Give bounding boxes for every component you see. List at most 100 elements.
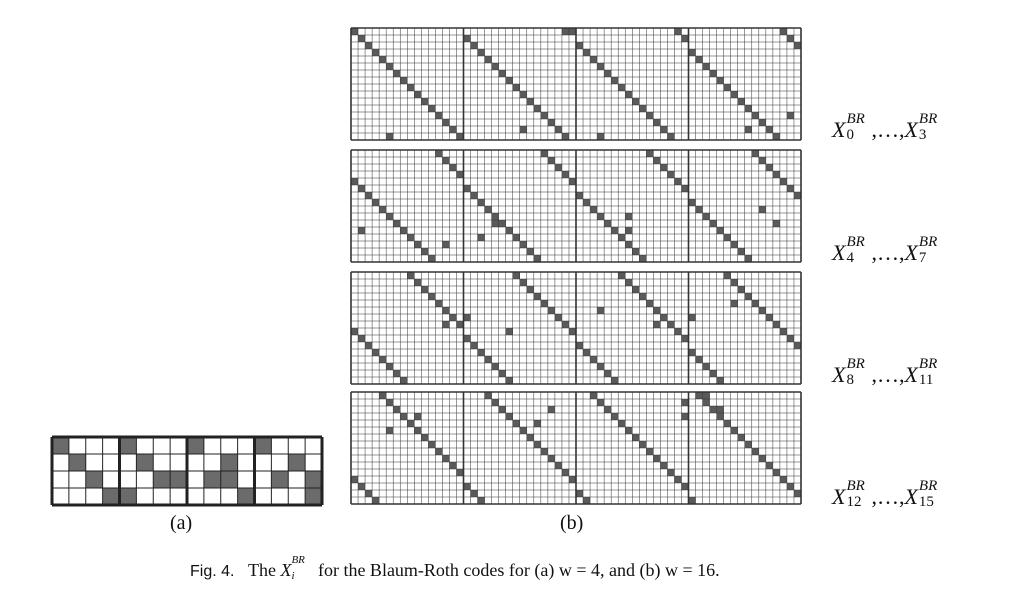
panel-b-filled-cell [779, 328, 787, 335]
panel-b-filled-cell [681, 413, 689, 420]
panel-b-filled-cell [758, 307, 766, 314]
panel-b-filled-cell [779, 178, 787, 185]
panel-b-filled-cell [667, 469, 675, 476]
panel-b-filled-cell [716, 77, 724, 84]
panel-b-filled-cell [751, 448, 759, 455]
panel-b-filled-cell [540, 448, 548, 455]
panel-b-filled-cell [625, 91, 633, 98]
panel-b-matrices [350, 27, 802, 505]
panel-b-filled-cell [393, 370, 401, 377]
panel-b-filled-cell [449, 126, 457, 133]
panel-b-filled-cell [702, 392, 710, 399]
panel-b-filled-cell [716, 227, 724, 234]
row-label-2: X BR 8 ,…,X BR 11 [832, 356, 938, 388]
panel-b-filled-cell [702, 213, 710, 220]
panel-b-filled-cell [449, 462, 457, 469]
panel-b-filled-cell [463, 35, 471, 42]
panel-b-filled-cell [379, 56, 387, 63]
panel-b-filled-cell [744, 441, 752, 448]
panel-b-filled-cell [505, 328, 513, 335]
panel-a-filled-cell [220, 471, 238, 488]
panel-b-filled-cell [793, 342, 801, 349]
panel-b-filled-cell [358, 185, 366, 192]
panel-b-filled-cell [646, 448, 654, 455]
panel-b-filled-cell [470, 342, 478, 349]
panel-b-filled-cell [442, 119, 450, 126]
panel-b-filled-cell [407, 420, 415, 427]
figure-caption: Fig. 4. The X BR i for the Blaum-Roth code… [190, 554, 720, 582]
panel-b-filled-cell [583, 497, 591, 504]
panel-b-label: (b) [560, 512, 584, 534]
panel-b-filled-cell [372, 497, 380, 504]
panel-b-filled-cell [421, 98, 429, 105]
panel-b-matrix [350, 271, 802, 385]
panel-b-filled-cell [604, 406, 612, 413]
panel-b-filled-cell [611, 377, 619, 384]
panel-b-filled-cell [744, 255, 752, 262]
panel-b-filled-cell [751, 150, 759, 157]
panel-b-filled-cell [421, 286, 429, 293]
panel-b-filled-cell [386, 399, 394, 406]
panel-b-filled-cell [379, 206, 387, 213]
panel-b-filled-cell [730, 241, 738, 248]
panel-b-filled-cell [723, 272, 731, 279]
panel-b-filled-cell [625, 241, 633, 248]
panel-b-filled-cell [414, 279, 422, 286]
panel-b-filled-cell [758, 455, 766, 462]
panel-b-filled-cell [604, 370, 612, 377]
panel-b-filled-cell [449, 314, 457, 321]
panel-b-filled-cell [576, 490, 584, 497]
panel-b-filled-cell [702, 63, 710, 70]
panel-b-filled-cell [618, 234, 626, 241]
panel-b-filled-cell [568, 178, 576, 185]
panel-b-filled-cell [512, 234, 520, 241]
panel-b-filled-cell [674, 476, 682, 483]
panel-b-filled-cell [547, 406, 555, 413]
panel-b-filled-cell [639, 293, 647, 300]
panel-b-filled-cell [688, 349, 696, 356]
panel-b-filled-cell [512, 84, 520, 91]
panel-b-filled-cell [400, 77, 408, 84]
panel-b-filled-cell [590, 392, 598, 399]
panel-b-filled-cell [576, 192, 584, 199]
panel-b-filled-cell [372, 349, 380, 356]
panel-b-filled-cell [639, 441, 647, 448]
panel-b-filled-cell [393, 220, 401, 227]
panel-b-filled-cell [491, 63, 499, 70]
panel-b-filled-cell [688, 497, 696, 504]
panel-b-filled-cell [351, 28, 359, 35]
panel-b-filled-cell [414, 91, 422, 98]
panel-b-filled-cell [653, 307, 661, 314]
panel-b-filled-cell [463, 314, 471, 321]
panel-b-filled-cell [484, 56, 492, 63]
panel-a-filled-cell [203, 471, 221, 488]
panel-b-filled-cell [772, 220, 780, 227]
panel-b-filled-cell [519, 427, 527, 434]
panel-b-filled-cell [765, 314, 773, 321]
panel-b-filled-cell [709, 406, 717, 413]
panel-b-filled-cell [498, 406, 506, 413]
panel-b-filled-cell [428, 255, 436, 262]
panel-b-filled-cell [597, 133, 605, 140]
panel-b-filled-cell [561, 171, 569, 178]
panel-b-filled-cell [597, 63, 605, 70]
panel-b-filled-cell [512, 272, 520, 279]
panel-b-filled-cell [421, 434, 429, 441]
panel-b-filled-cell [688, 199, 696, 206]
panel-b-filled-cell [540, 150, 548, 157]
panel-a-filled-cell [136, 454, 154, 471]
panel-b-filled-cell [702, 399, 710, 406]
panel-b-filled-cell [786, 35, 794, 42]
panel-b-filled-cell [505, 227, 513, 234]
panel-b-filled-cell [505, 377, 513, 384]
panel-b-filled-cell [554, 126, 562, 133]
panel-b-filled-cell [667, 171, 675, 178]
panel-b-filled-cell [695, 56, 703, 63]
panel-b-filled-cell [533, 293, 541, 300]
panel-b-filled-cell [526, 434, 534, 441]
panel-b-filled-cell [358, 35, 366, 42]
panel-b-filled-cell [737, 98, 745, 105]
panel-b-filled-cell [358, 335, 366, 342]
panel-b-filled-cell [765, 126, 773, 133]
panel-b-filled-cell [793, 192, 801, 199]
